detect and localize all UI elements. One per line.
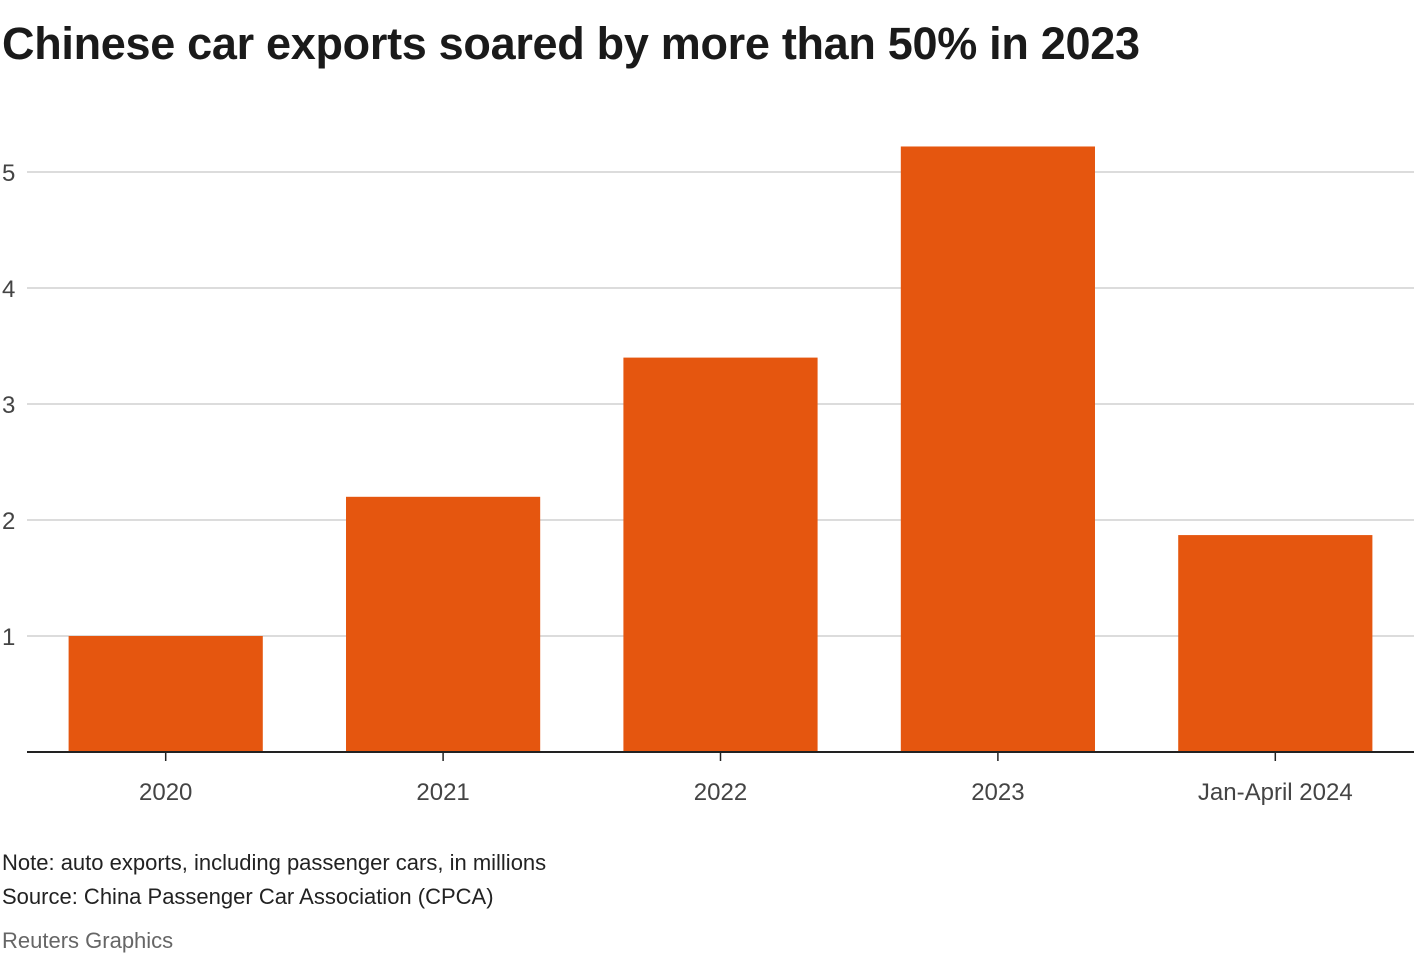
y-tick-label: 3	[2, 392, 15, 419]
x-tick-label: 2022	[694, 779, 747, 806]
bar	[68, 636, 263, 752]
y-tick-label: 5	[2, 160, 15, 187]
x-tick-label: Jan-April 2024	[1198, 779, 1353, 806]
x-tick-label: 2020	[139, 779, 192, 806]
x-tick-label: 2023	[971, 779, 1024, 806]
y-tick-label: 2	[2, 508, 15, 535]
x-tick-label: 2021	[416, 779, 469, 806]
bar	[900, 146, 1095, 753]
y-tick-label: 4	[2, 276, 15, 303]
bar	[1178, 535, 1373, 752]
chart-source: Source: China Passenger Car Association …	[2, 884, 494, 909]
bar	[346, 496, 541, 752]
y-tick-label: 1	[2, 624, 15, 651]
bar-chart: 1 2 3 4 5 2020 2021 2022 2023 Jan-April 2024	[2, 146, 1414, 806]
chart-note: Note: auto exports, including passenger …	[2, 850, 547, 875]
chart-title: Chinese car exports soared by more than …	[2, 18, 1140, 69]
bar	[623, 357, 818, 752]
chart-credit: Reuters Graphics	[2, 928, 174, 953]
